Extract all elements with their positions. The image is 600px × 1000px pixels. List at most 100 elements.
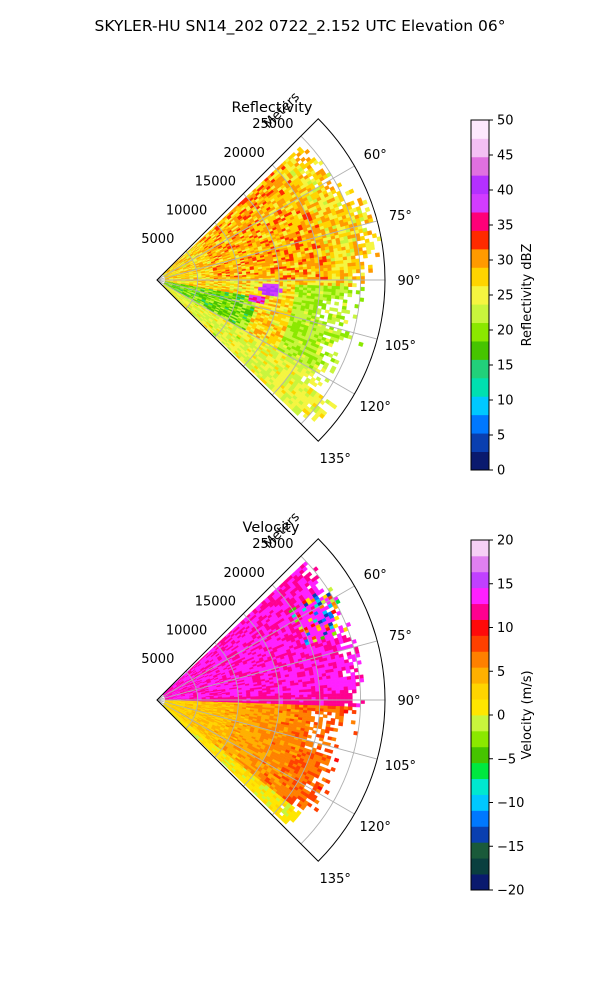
radar-cell: [304, 148, 311, 155]
radar-cell: [339, 273, 345, 278]
radar-cell: [315, 274, 320, 278]
radar-cell: [302, 269, 308, 273]
radar-cell: [349, 200, 355, 206]
radar-cell: [327, 267, 333, 272]
colorbar-tick-label: 35: [497, 219, 514, 234]
radar-cell: [303, 274, 308, 278]
radar-cell: [339, 286, 345, 291]
radar-cell: [351, 265, 357, 271]
colorbar-tick-label: 0: [497, 464, 505, 479]
azimuth-tick-label: 135°: [320, 452, 351, 467]
radar-cell: [343, 286, 349, 291]
colorbar-tick-label: 50: [497, 114, 514, 129]
radar-cell: [266, 275, 272, 279]
radar-cell: [335, 282, 341, 287]
radar-cell: [338, 260, 344, 265]
radar-cell: [307, 285, 312, 289]
colorbar-segment: [471, 156, 489, 176]
radar-cell: [294, 272, 300, 276]
radar-cells: [162, 146, 382, 422]
radar-cell: [234, 276, 239, 279]
radar-cell: [335, 286, 341, 290]
colorbar-segment: [471, 285, 489, 305]
radar-cell: [339, 289, 345, 294]
radar-cell: [347, 259, 352, 264]
radar-cell: [310, 263, 316, 267]
radar-cell: [258, 274, 264, 277]
radar-cell: [323, 288, 329, 293]
radar-cell: [333, 307, 339, 313]
radar-cell: [307, 271, 312, 275]
radar-cell: [323, 282, 329, 287]
radar-cell: [323, 267, 329, 272]
radar-cell: [291, 282, 296, 286]
radar-cell: [327, 270, 333, 275]
radar-cell: [355, 269, 361, 274]
colorbar-segment: [471, 341, 489, 360]
colorbar-tick-label: 20: [497, 324, 514, 339]
radar-cell: [346, 255, 352, 261]
colorbar-segment: [471, 322, 489, 342]
radar-cell: [290, 272, 296, 276]
radar-cell: [291, 274, 296, 278]
radar-cell: [374, 252, 380, 258]
radar-cell: [351, 258, 356, 264]
radar-cell: [322, 297, 328, 302]
radar-cell: [282, 270, 288, 274]
radar-cell: [334, 301, 340, 306]
radar-cell: [339, 292, 345, 297]
radar-cell: [335, 266, 341, 271]
colorbar-tick-label: 15: [497, 359, 514, 374]
radar-cell: [278, 281, 284, 285]
radar-cell: [358, 341, 364, 347]
radar-cell: [355, 265, 361, 270]
colorbar-tick-label: 45: [497, 149, 514, 164]
radar-cell: [334, 295, 340, 300]
radar-cell: [335, 276, 341, 281]
radar-cell: [331, 273, 337, 278]
colorbar-segment: [471, 230, 489, 250]
colorbar-segment: [471, 359, 489, 379]
radar-cell: [246, 276, 251, 279]
radar-cell: [371, 233, 378, 239]
radar-cell: [338, 321, 344, 327]
radar-cell: [362, 250, 368, 255]
radar-cell: [331, 282, 337, 287]
radar-cell: [323, 279, 329, 284]
range-tick-label: 15000: [195, 175, 236, 190]
colorbar-segment: [471, 451, 489, 471]
azimuth-tick-label: 75°: [389, 209, 412, 224]
radar-cell: [315, 288, 320, 292]
radar-cell: [311, 274, 317, 278]
range-tick-label: 20000: [224, 146, 265, 161]
radar-cell: [327, 276, 333, 281]
radar-cell: [274, 275, 280, 279]
radar-cell: [340, 279, 345, 284]
radar-cell: [343, 273, 349, 277]
radar-cell: [299, 272, 304, 276]
radar-cell: [307, 282, 312, 286]
colorbar-segment: [471, 414, 489, 434]
colorbar-tick-label: 40: [497, 184, 514, 199]
radar-cell: [319, 282, 325, 287]
radar-cell: [343, 263, 349, 268]
radar-cell: [331, 288, 337, 293]
radar-cell: [319, 314, 325, 319]
radar-cell: [348, 188, 355, 195]
panel-title: Reflectivity: [232, 100, 313, 116]
radar-cell: [307, 268, 312, 273]
radar-cell: [282, 281, 288, 285]
radar-cell: [270, 281, 276, 285]
colorbar-segment: [471, 304, 489, 324]
colorbar-segment: [471, 396, 489, 416]
radar-cell: [319, 288, 324, 292]
radar-cell: [317, 381, 323, 387]
radar-cell: [318, 160, 325, 166]
radar-cell: [311, 282, 317, 286]
figure-suptitle: SKYLER-HU SN14_202 0722_2.152 UTC Elevat…: [95, 17, 506, 36]
radar-cell: [362, 253, 368, 259]
range-tick-label: 10000: [166, 203, 207, 218]
radar-cell: [360, 279, 365, 284]
